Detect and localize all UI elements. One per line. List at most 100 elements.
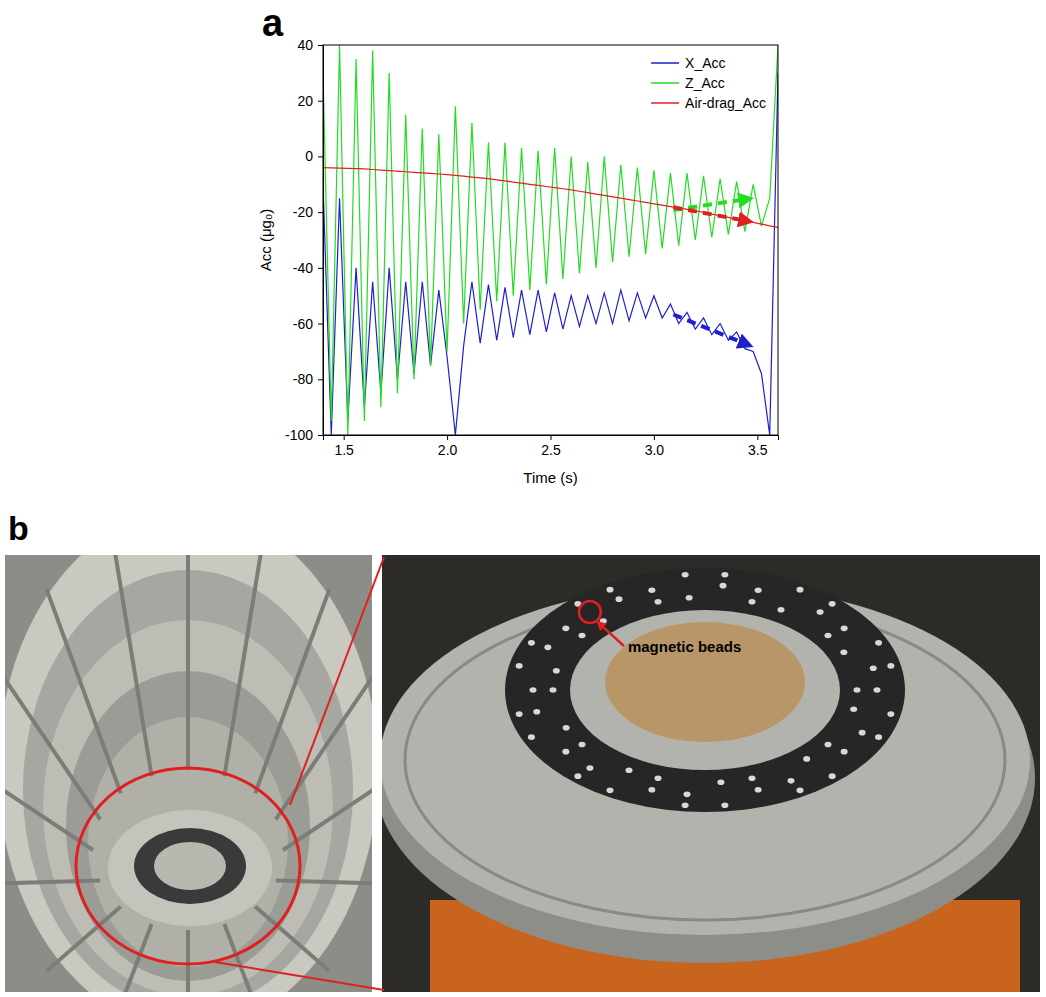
- bead-hole: [721, 572, 728, 578]
- wood-disc: [605, 622, 805, 742]
- y-tick-mark: [318, 212, 323, 213]
- bead-hole: [817, 609, 824, 615]
- bead-hole: [550, 687, 557, 693]
- panel-label: b: [8, 509, 29, 547]
- series-line: [323, 73, 778, 435]
- y-tick-mark: [318, 324, 323, 325]
- bead-hole: [859, 730, 866, 736]
- trend-arrows: [673, 199, 746, 344]
- ring-inner: [570, 610, 840, 770]
- bead-hole: [778, 607, 785, 613]
- bead-ring: [134, 828, 246, 904]
- bead-hole: [648, 787, 655, 793]
- bead-hole: [755, 787, 762, 793]
- legend-swatch: [651, 82, 679, 84]
- bead-hole: [887, 663, 894, 669]
- bead-hole: [682, 802, 689, 808]
- bead-hole: [824, 742, 831, 748]
- y-tick-label: 20: [297, 93, 313, 109]
- photo-left: [5, 555, 372, 992]
- y-tick: -40: [293, 260, 323, 276]
- y-tick-mark: [318, 45, 323, 46]
- bead-hole: [748, 775, 755, 781]
- legend-swatch: [651, 102, 679, 104]
- bead-hole: [579, 633, 586, 639]
- inner-disc: [154, 842, 226, 890]
- annotation-label: magnetic beads: [628, 638, 741, 655]
- bead-hole: [887, 711, 894, 717]
- legend-entry: Z_Acc: [651, 75, 725, 91]
- x-tick-label: 1.5: [334, 442, 354, 458]
- x-tick: 3.0: [645, 435, 665, 458]
- bead-hole: [686, 595, 693, 601]
- panel-label: a: [262, 2, 284, 44]
- bead-hole: [607, 587, 614, 593]
- y-axis: -100-80-60-40-2002040: [285, 37, 324, 443]
- bead-hole: [829, 773, 836, 779]
- series-line: [323, 45, 778, 435]
- x-tick: 2.5: [541, 435, 561, 458]
- photo-right: [382, 555, 1040, 992]
- bead-hole: [850, 706, 857, 712]
- legend: X_Acc Z_Acc Air-drag_Acc: [651, 55, 766, 111]
- bead-hole: [721, 802, 728, 808]
- bead-hole: [755, 587, 762, 593]
- y-tick-mark: [318, 268, 323, 269]
- y-axis-line: [318, 46, 324, 436]
- x-tick-mark: [757, 435, 758, 440]
- y-tick: -80: [293, 371, 323, 387]
- bead-hole: [530, 687, 537, 693]
- y-tick-label: -20: [293, 204, 313, 220]
- bead-hole: [682, 572, 689, 578]
- x-tick-mark: [344, 435, 345, 440]
- bead-hole: [797, 788, 804, 794]
- y-tick-mark: [318, 435, 323, 436]
- x-tick-label: 3.5: [748, 442, 768, 458]
- y-tick-mark: [318, 379, 323, 380]
- bead-hole: [655, 775, 662, 781]
- cylinder-rib: [224, 555, 264, 776]
- bead-hole: [875, 640, 882, 646]
- y-tick-label: 40: [297, 37, 313, 53]
- x-tick-mark: [551, 435, 552, 440]
- highlight-circle: [76, 768, 300, 964]
- bead-hole: [626, 767, 633, 773]
- bead-hole: [616, 596, 623, 602]
- bead-ring: [505, 568, 905, 812]
- cylinder-rib: [276, 677, 372, 820]
- x-tick: 3.5: [748, 435, 768, 458]
- bead-hole: [874, 687, 881, 693]
- bead-hole: [719, 583, 726, 589]
- cylinder-rib: [276, 881, 372, 884]
- x-tick-mark: [654, 435, 655, 440]
- bead-highlight: [579, 601, 601, 623]
- bead-hole: [797, 587, 804, 593]
- legend-label: X_Acc: [685, 55, 725, 71]
- bead-hole: [803, 756, 810, 762]
- plate-rim: [405, 600, 1005, 920]
- bead-hole: [748, 599, 755, 605]
- bead-hole: [854, 687, 861, 693]
- cylinder-rib: [5, 881, 100, 884]
- x-axis: 1.52.02.53.03.5: [324, 435, 779, 458]
- bead-hole: [655, 599, 662, 605]
- bead-hole: [840, 649, 847, 655]
- bead-hole: [841, 749, 848, 755]
- legend-swatch: [651, 62, 679, 64]
- bead-hole: [875, 734, 882, 740]
- y-axis-title: Acc (μg₀): [257, 209, 274, 271]
- y-tick-label: 0: [305, 148, 313, 164]
- legend-label: Air-drag_Acc: [685, 95, 766, 111]
- bead-hole: [528, 640, 535, 646]
- y-tick: 0: [305, 148, 323, 164]
- cylinder-rib: [111, 555, 151, 776]
- x-tick-label: 3.0: [645, 442, 665, 458]
- cylinder-rib: [186, 930, 190, 992]
- bead-hole: [717, 779, 724, 785]
- y-tick: -100: [285, 427, 323, 443]
- y-tick-label: -100: [285, 427, 313, 443]
- bead-hole: [553, 668, 560, 674]
- bead-hole: [841, 626, 848, 632]
- bead-hole: [562, 626, 569, 632]
- y-tick-mark: [318, 101, 323, 102]
